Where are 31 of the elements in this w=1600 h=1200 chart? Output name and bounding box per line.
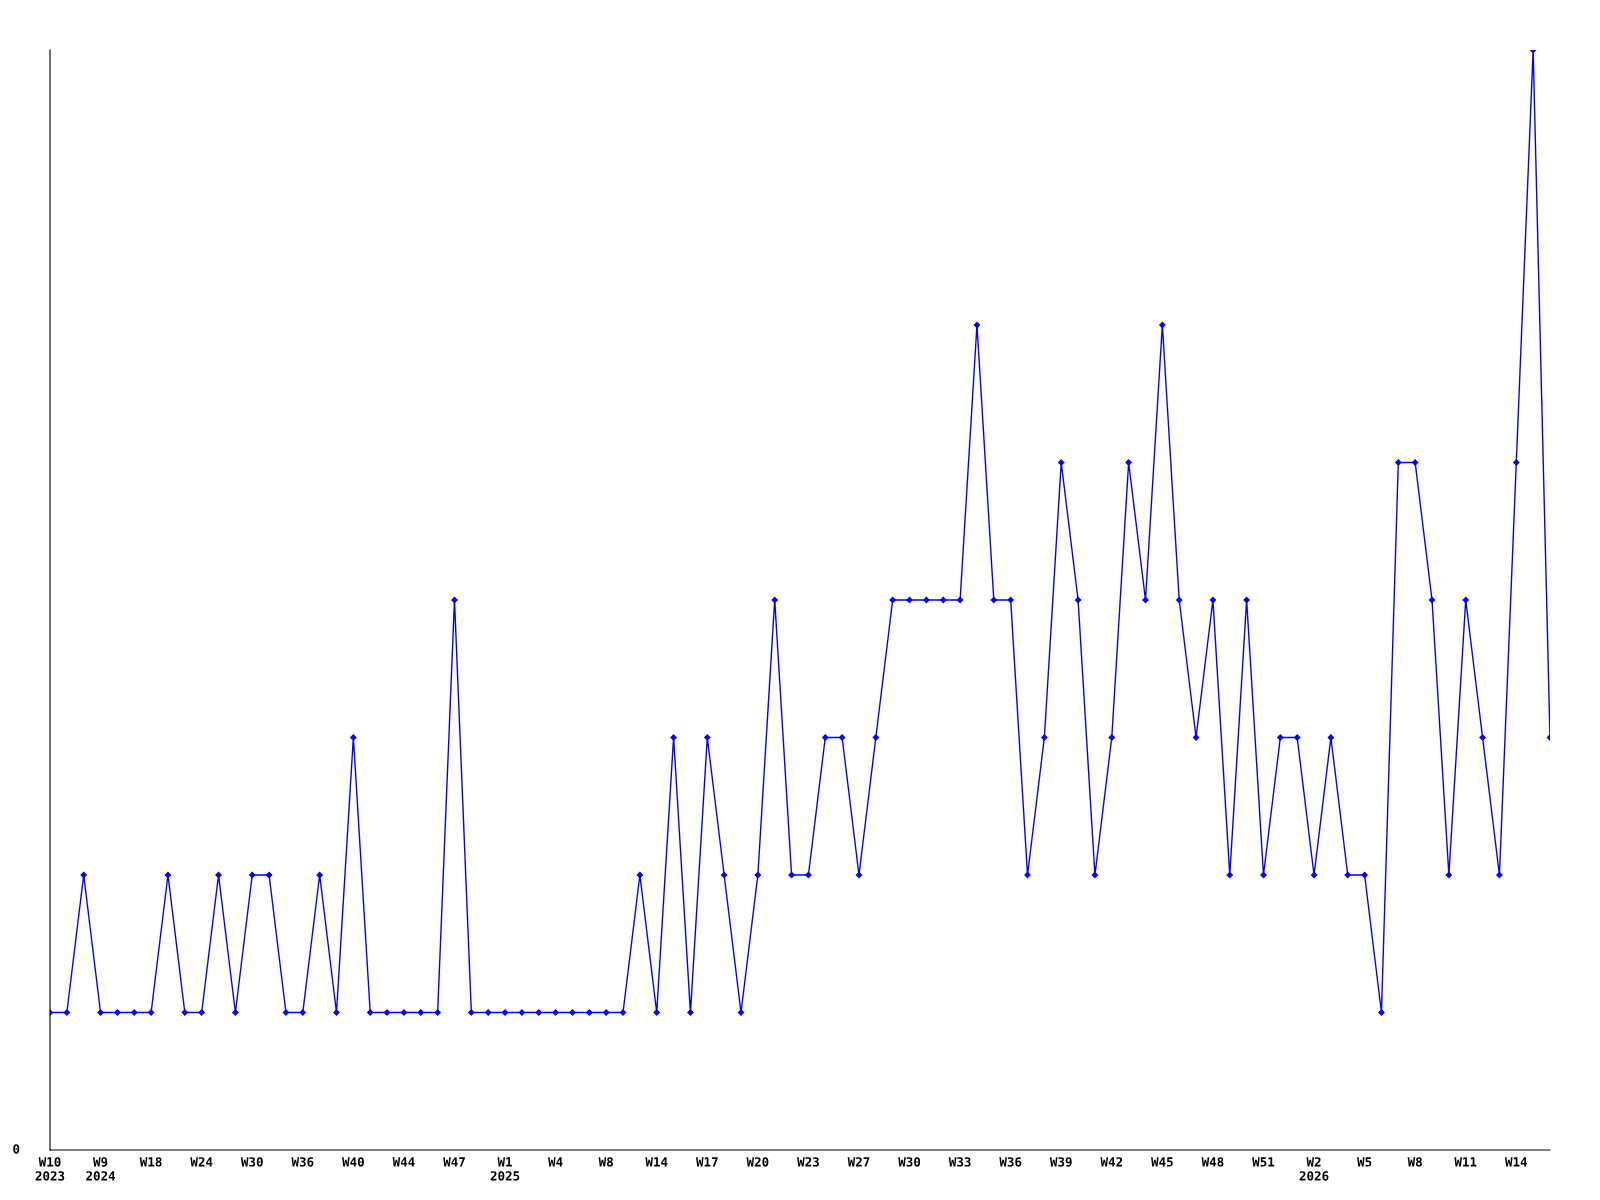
x-tick-label: W36 (291, 1157, 314, 1167)
x-tick-label: W44 (392, 1157, 415, 1167)
x-tick-label: W39 (1049, 1157, 1072, 1167)
x-tick-label: W11 (1454, 1157, 1477, 1167)
x-tick-label: W30 (240, 1157, 263, 1167)
x-tick-label: W42 (1100, 1157, 1123, 1167)
x-tick-label: W30 (898, 1157, 921, 1167)
x-tick-label: W47 (443, 1157, 465, 1167)
x-tick-label: W14 (1505, 1157, 1528, 1167)
x-tick-label: W2 2026 (1299, 1157, 1329, 1181)
x-tick-label: W24 (190, 1157, 213, 1167)
x-tick-label: W40 (342, 1157, 364, 1167)
x-tick-label: W5 (1357, 1157, 1372, 1167)
x-tick-label: W17 (696, 1157, 718, 1167)
text: 0 (13, 1144, 20, 1154)
x-tick-label: W33 (948, 1157, 971, 1167)
x-tick-label: W10 2023 (35, 1157, 65, 1181)
x-tick-label: W48 (1201, 1157, 1224, 1167)
x-tick-label: W18 (139, 1157, 162, 1167)
x-tick-label: W27 (847, 1157, 870, 1167)
x-tick-label: W51 (1252, 1157, 1275, 1167)
x-tick-label: W1 2025 (490, 1157, 520, 1181)
x-tick-label: W20 (746, 1157, 769, 1167)
x-tick-label: W8 (1407, 1157, 1422, 1167)
x-tick-label: W8 (598, 1157, 613, 1167)
x-tick-label: W23 (797, 1157, 819, 1167)
x-tick-label: W14 (645, 1157, 668, 1167)
x-tick-label: W4 (548, 1157, 563, 1167)
x-tick-label: W45 (1151, 1157, 1173, 1167)
x-tick-label: W36 (999, 1157, 1022, 1167)
x-tick-label: W9 2024 (86, 1157, 116, 1181)
